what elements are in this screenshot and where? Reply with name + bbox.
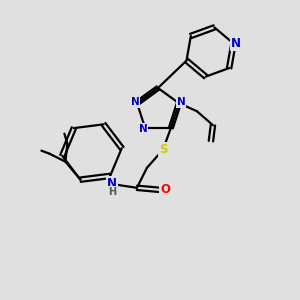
Text: N: N	[230, 37, 241, 50]
Text: N: N	[139, 124, 147, 134]
Text: O: O	[160, 183, 170, 196]
Text: N: N	[176, 97, 185, 107]
Text: H: H	[108, 187, 116, 197]
Text: S: S	[159, 143, 167, 156]
Text: N: N	[107, 177, 117, 190]
Text: N: N	[131, 97, 140, 107]
